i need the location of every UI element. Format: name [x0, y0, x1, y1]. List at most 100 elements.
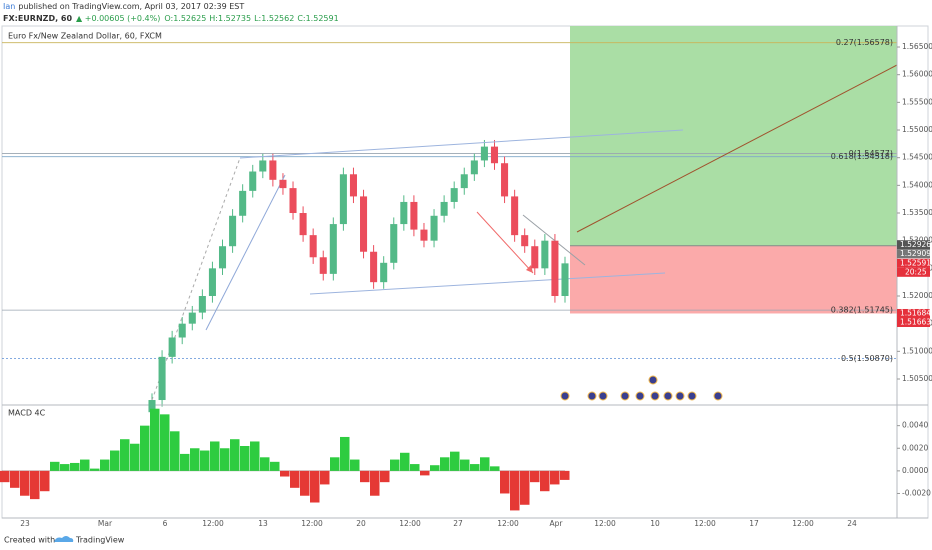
- price-tag: [897, 258, 930, 268]
- candle-body: [360, 196, 368, 252]
- candle-body: [269, 160, 277, 180]
- candle-body: [198, 296, 206, 313]
- candle-body: [249, 171, 257, 191]
- trend-line[interactable]: [522, 214, 586, 266]
- price-tag: [897, 249, 930, 259]
- fib-label: 0(1.54577): [849, 149, 893, 158]
- x-tick-label: 17: [749, 519, 759, 528]
- macd-bar: [30, 470, 40, 500]
- event-icon[interactable]: [620, 391, 630, 401]
- ohlc-low: L:1.52562: [254, 14, 294, 23]
- candle-body: [299, 213, 307, 236]
- author[interactable]: Ian: [3, 2, 15, 11]
- event-icon[interactable]: [635, 391, 645, 401]
- macd-bar: [110, 450, 120, 471]
- macd-bar: [130, 443, 140, 471]
- event-icon[interactable]: [598, 391, 608, 401]
- ohlc-open: O:1.52625: [164, 14, 206, 23]
- candle-body: [319, 257, 327, 274]
- trend-line[interactable]: [151, 157, 241, 401]
- event-icon[interactable]: [663, 391, 673, 401]
- trend-line[interactable]: [205, 174, 286, 331]
- y-tick-label: 0.0020: [902, 443, 928, 452]
- candle-body: [168, 337, 176, 357]
- candle-body: [541, 240, 549, 269]
- y-tick-label: 1.55000: [902, 125, 932, 134]
- candle-body: [259, 160, 267, 172]
- x-tick-label: 12:00: [792, 519, 814, 528]
- countdown-tag: [897, 267, 930, 277]
- trend-line[interactable]: [576, 64, 898, 233]
- fib-label: 0.382(1.51745): [831, 306, 893, 315]
- macd-bar: [50, 461, 60, 471]
- macd-bar: [560, 470, 570, 480]
- candle-body: [309, 235, 317, 258]
- x-tick-label: 27: [453, 519, 463, 528]
- candle-body: [339, 174, 347, 225]
- macd-bar: [40, 470, 50, 492]
- y-tick-label: 1.53500: [902, 208, 932, 217]
- macd-bar: [320, 470, 330, 485]
- candle-body: [561, 263, 569, 297]
- macd-bar: [240, 445, 250, 471]
- candle-body: [239, 190, 247, 216]
- price-tag: [897, 308, 930, 318]
- macd-bar: [410, 464, 420, 471]
- macd-bar: [330, 457, 340, 471]
- macd-bar: [10, 470, 20, 488]
- macd-bar: [70, 462, 80, 471]
- y-tick-label: 1.50500: [902, 374, 932, 383]
- price-tag-label: 1.52926: [900, 240, 931, 249]
- chart-title: Euro Fx/New Zealand Dollar, 60, FXCM: [8, 32, 162, 41]
- macd-bar: [260, 457, 270, 471]
- macd-bar: [480, 457, 490, 471]
- candle-body: [470, 160, 478, 175]
- y-tick-label: 1.52000: [902, 291, 932, 300]
- logo: [54, 536, 74, 542]
- candle-body: [349, 174, 357, 197]
- candle-body: [329, 224, 337, 274]
- arrow-head: [526, 265, 533, 273]
- trend-line[interactable]: [309, 272, 666, 295]
- event-icon[interactable]: [560, 391, 570, 401]
- arrow[interactable]: [476, 211, 534, 274]
- event-icon[interactable]: [587, 391, 597, 401]
- event-icon[interactable]: [713, 391, 723, 401]
- countdown-label: 20:25: [905, 267, 927, 276]
- event-icon[interactable]: [648, 375, 658, 385]
- macd-bar: [450, 451, 460, 471]
- candle-body: [531, 246, 539, 269]
- macd-bar: [540, 470, 550, 492]
- footer-brand[interactable]: TradingView: [75, 536, 125, 545]
- x-tick-label: Mar: [98, 519, 113, 528]
- candle-body: [410, 201, 418, 230]
- candle-body: [370, 251, 378, 283]
- ohlc-close: C:1.52591: [297, 14, 338, 23]
- candle-body: [148, 400, 156, 413]
- price-tag-label: 1.52909: [900, 249, 931, 258]
- macd-bar: [180, 453, 190, 471]
- candle-body: [208, 268, 216, 297]
- candle-body: [400, 201, 408, 225]
- y-tick-label: 1.54000: [902, 180, 932, 189]
- event-icon[interactable]: [675, 391, 685, 401]
- y-tick-label: 1.55500: [902, 97, 932, 106]
- loss-zone: [570, 245, 897, 314]
- macd-bar: [60, 464, 70, 471]
- macd-bar: [370, 470, 380, 496]
- event-icon[interactable]: [687, 391, 697, 401]
- macd-bar: [380, 470, 390, 483]
- drawings-back: 0.27(1.56578) 0(1.54577)0.618(1.54518) 0.3…: [2, 26, 897, 363]
- x-tick-label: 23: [20, 519, 30, 528]
- event-icon[interactable]: [650, 391, 660, 401]
- ohlc-high: H:1.52735: [209, 14, 251, 23]
- trend-line[interactable]: [239, 129, 684, 159]
- macd-bar: [20, 470, 30, 496]
- macd-bar: [290, 470, 300, 488]
- x-tick-label: 12:00: [594, 519, 616, 528]
- macd-bar: [460, 459, 470, 471]
- candle-body: [178, 323, 186, 338]
- profit-zone: [570, 26, 897, 246]
- macd-bar: [0, 470, 10, 483]
- macd-bar: [490, 466, 500, 471]
